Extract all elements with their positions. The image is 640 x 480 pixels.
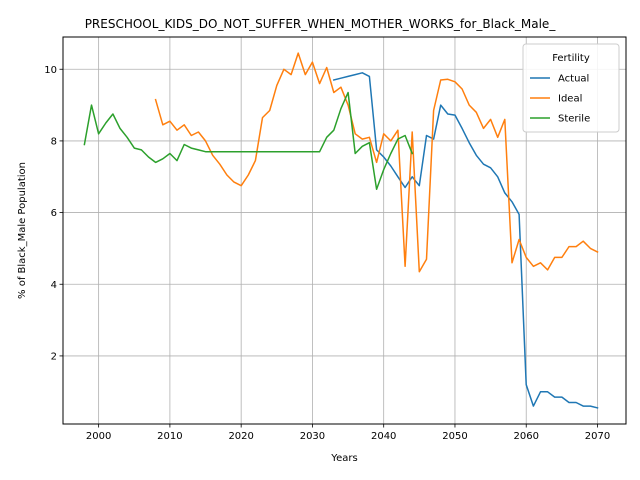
x-tick-label: 2040 (371, 431, 396, 442)
legend-label-sterile: Sterile (558, 114, 590, 125)
x-tick-label: 2000 (86, 431, 111, 442)
y-tick-label: 8 (51, 136, 57, 147)
y-tick-label: 10 (44, 65, 57, 76)
legend-label-ideal: Ideal (558, 94, 582, 105)
series-line-actual (332, 72, 599, 409)
x-tick-label: 2020 (228, 431, 253, 442)
chart-title: PRESCHOOL_KIDS_DO_NOT_SUFFER_WHEN_MOTHER… (85, 17, 557, 31)
y-tick-label: 2 (51, 351, 57, 362)
y-axis-title: % of Black_Male Population (17, 162, 28, 299)
legend: Fertility Actual Ideal Sterile (522, 43, 620, 133)
legend-title: Fertility (552, 53, 590, 64)
x-tick-label: 2030 (300, 431, 325, 442)
x-tick-label: 2010 (157, 431, 182, 442)
series-lines (83, 52, 599, 409)
legend-label-actual: Actual (558, 74, 589, 85)
plot-frame (62, 36, 627, 425)
series-line-sterile (83, 91, 414, 191)
legend-box (522, 43, 620, 133)
series-line-ideal (154, 52, 599, 273)
y-tick-label: 4 (51, 280, 57, 291)
x-tick-label: 2050 (442, 431, 467, 442)
x-axis-title: Years (330, 453, 357, 464)
y-tick-label: 6 (51, 208, 57, 219)
x-tick-label: 2060 (514, 431, 539, 442)
ticks: 2000 2010 2020 2030 2040 2050 2060 2070 2 4 6 8 10 (44, 65, 610, 442)
x-tick-label: 2070 (585, 431, 610, 442)
